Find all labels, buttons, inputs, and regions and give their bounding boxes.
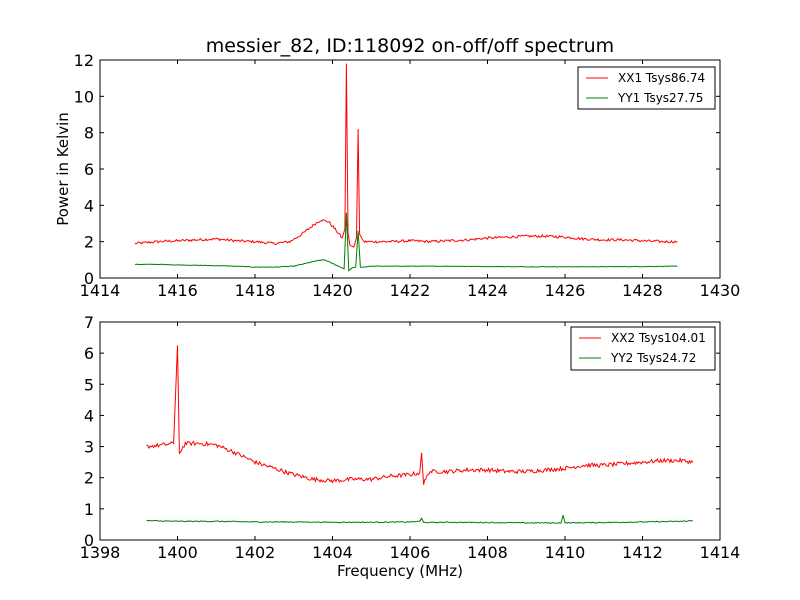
y-tick-label: 2	[84, 233, 94, 252]
figure-title: messier_82, ID:118092 on-off/off spectru…	[206, 35, 614, 57]
series-line-yy1	[134, 212, 678, 272]
x-tick-label: 1422	[390, 281, 431, 300]
legend-label: YY1 Tsys27.75	[617, 91, 703, 105]
x-tick-label: 1412	[622, 543, 663, 562]
y-tick-label: 0	[84, 269, 94, 288]
y-tick-label: 0	[84, 531, 94, 550]
x-tick-label: 1402	[235, 543, 276, 562]
legend-box	[577, 66, 716, 110]
y-tick-label: 6	[84, 160, 94, 179]
y-axis-label: Power in Kelvin	[54, 112, 72, 226]
x-tick-label: 1414	[80, 281, 121, 300]
legend-label: XX2 Tsys104.01	[611, 331, 706, 345]
bottom-spectrum-panel: 1398 1400 1402 1404 1406 1408 1410 1412 1414 0 1 2 3…	[80, 313, 741, 580]
legend-label: XX1 Tsys86.74	[618, 71, 705, 85]
x-tick-label: 1398	[80, 543, 121, 562]
series-line-xx1	[134, 63, 678, 248]
x-tick-label: 1406	[390, 543, 431, 562]
y-tick-label: 5	[84, 375, 94, 394]
legend: XX1 Tsys86.74 YY1 Tsys27.75	[577, 66, 716, 110]
x-tick-label: 1428	[622, 281, 663, 300]
y-tick-label: 4	[84, 196, 94, 215]
x-tick-label: 1430	[700, 281, 741, 300]
series-line-yy2	[146, 514, 693, 524]
x-tick-label: 1420	[312, 281, 353, 300]
x-tick-label: 1400	[157, 543, 198, 562]
x-tick-label: 1410	[545, 543, 586, 562]
x-tick-label: 1424	[467, 281, 508, 300]
x-tick-label: 1408	[467, 543, 508, 562]
y-tick-label: 8	[84, 124, 94, 143]
legend-label: YY2 Tsys24.72	[610, 351, 696, 365]
series-line-xx2	[146, 345, 694, 485]
y-tick-label: 4	[84, 406, 94, 425]
y-tick-label: 3	[84, 438, 94, 457]
x-tick-label: 1418	[235, 281, 276, 300]
y-tick-label: 6	[84, 344, 94, 363]
top-spectrum-panel: 1414 1416 1418 1420 1422 1424 1426 1428 1430 0 2 4 6…	[54, 51, 740, 300]
x-tick-label: 1426	[545, 281, 586, 300]
legend-box	[570, 326, 716, 371]
y-tick-label: 10	[74, 87, 94, 106]
y-tick-label: 2	[84, 469, 94, 488]
y-tick-label: 1	[84, 500, 94, 519]
x-tick-label: 1414	[700, 543, 741, 562]
x-axis-label: Frequency (MHz)	[337, 562, 463, 580]
x-tick-label: 1404	[312, 543, 353, 562]
y-tick-label: 12	[74, 51, 94, 70]
x-tick-label: 1416	[157, 281, 198, 300]
legend: XX2 Tsys104.01 YY2 Tsys24.72	[570, 326, 716, 371]
y-tick-label: 7	[84, 313, 94, 332]
